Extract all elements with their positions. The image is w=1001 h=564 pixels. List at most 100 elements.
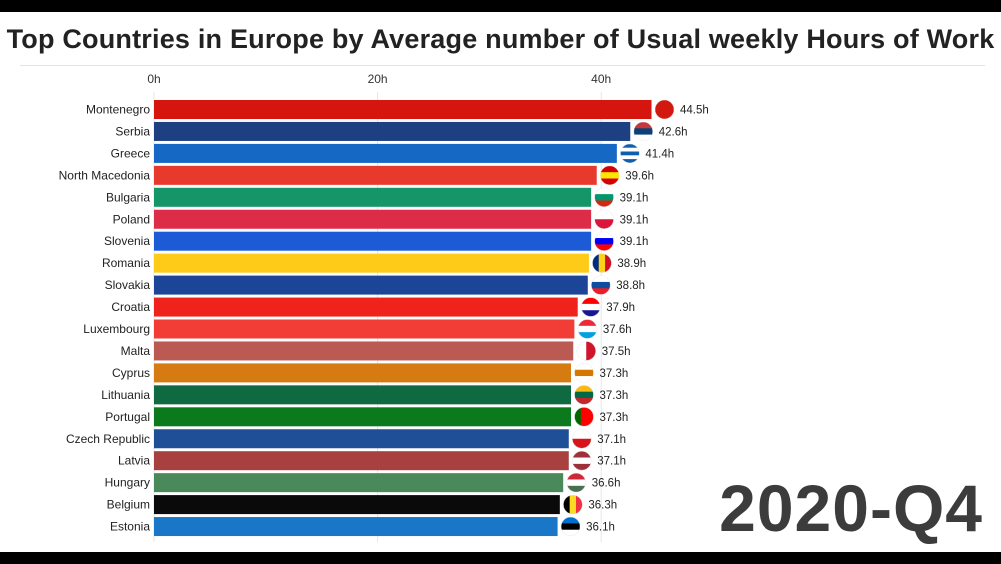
bar-row: Estonia 36.1h: [110, 517, 615, 537]
title-divider: [20, 65, 985, 66]
value-label: 36.3h: [588, 500, 617, 512]
value-label: 41.4h: [645, 148, 674, 160]
value-label: 37.3h: [600, 390, 629, 402]
period-label: 2020-Q4: [719, 471, 983, 545]
flag-icon: [576, 341, 596, 361]
value-label: 38.9h: [617, 258, 646, 270]
category-label: Romania: [102, 256, 150, 270]
flag-icon: [574, 363, 594, 383]
bar: [154, 275, 588, 295]
category-label: Luxembourg: [83, 322, 150, 336]
bar: [154, 495, 560, 515]
flag-icon: [566, 473, 586, 493]
flag-icon: [594, 209, 614, 229]
value-label: 38.8h: [616, 280, 645, 292]
bar: [154, 209, 592, 229]
category-label: Czech Republic: [66, 432, 150, 446]
bar: [154, 253, 589, 273]
bar: [154, 165, 597, 185]
flag-icon: [620, 143, 640, 163]
value-label: 44.5h: [680, 105, 709, 117]
category-label: Cyprus: [112, 366, 150, 380]
value-label: 39.1h: [620, 214, 649, 226]
flag-icon: [594, 231, 614, 251]
value-label: 36.1h: [586, 522, 615, 534]
x-tick-label: 40h: [591, 72, 611, 86]
value-label: 36.6h: [592, 478, 621, 490]
bar-row: Poland 39.1h: [113, 209, 649, 229]
category-label: Malta: [121, 344, 151, 358]
flag-icon: [572, 429, 592, 449]
bar-row: Montenegro 44.5h: [86, 100, 709, 119]
flag-icon: [572, 451, 592, 471]
flag-icon: [574, 385, 594, 405]
category-label: Montenegro: [86, 103, 150, 117]
value-label: 37.3h: [600, 412, 629, 424]
category-label: Slovakia: [105, 278, 151, 292]
bar-row: Belgium 36.3h: [107, 495, 617, 515]
bar-row: Latvia 37.1h: [118, 451, 626, 471]
bar-row: Croatia 37.9h: [111, 297, 635, 317]
flag-icon: [655, 100, 675, 119]
flag-icon: [563, 495, 583, 515]
flag-icon: [574, 407, 594, 427]
category-label: Serbia: [115, 124, 150, 138]
value-label: 37.1h: [597, 456, 626, 468]
flag-icon: [600, 165, 620, 185]
flag-icon: [581, 297, 601, 317]
flag-icon: [592, 253, 612, 273]
category-label: Greece: [111, 146, 151, 160]
bar: [154, 451, 569, 471]
value-label: 39.1h: [620, 192, 649, 204]
value-label: 37.5h: [602, 346, 631, 358]
bar: [154, 341, 574, 361]
bar-row: Bulgaria 39.1h: [106, 187, 649, 207]
flag-icon: [633, 121, 653, 141]
bar: [154, 473, 564, 493]
flag-icon: [561, 517, 581, 537]
bar: [154, 385, 572, 405]
x-tick-label: 0h: [147, 72, 160, 86]
bar: [154, 231, 592, 251]
bar: [154, 143, 617, 163]
value-label: 39.1h: [620, 236, 649, 248]
bar-row: Greece 41.4h: [111, 143, 674, 163]
category-label: Croatia: [111, 300, 150, 314]
bar-chart: 0h 20h 40h Montenegro 44.5h Serbia 42.6h Greece…: [59, 72, 709, 542]
chart-frame: Top Countries in Europe by Average numbe…: [0, 12, 1001, 552]
bar: [154, 363, 572, 383]
x-tick-label: 20h: [368, 72, 388, 86]
category-label: North Macedonia: [59, 168, 151, 182]
bar: [154, 121, 631, 141]
bar: [154, 407, 572, 427]
bar: [154, 297, 578, 317]
bar-row: Lithuania 37.3h: [101, 385, 629, 405]
category-label: Bulgaria: [106, 190, 150, 204]
value-label: 37.1h: [597, 434, 626, 446]
category-label: Lithuania: [101, 388, 150, 402]
bar-row: Romania 38.9h: [102, 253, 646, 273]
category-label: Estonia: [110, 520, 150, 534]
bar-row: Portugal 37.3h: [105, 407, 629, 427]
value-label: 39.6h: [625, 170, 654, 182]
flag-icon: [594, 187, 614, 207]
value-label: 37.9h: [606, 302, 635, 314]
bar: [154, 100, 652, 119]
bar: [154, 517, 558, 537]
category-label: Hungary: [105, 476, 150, 490]
bar-row: Cyprus 37.3h: [112, 363, 629, 383]
category-label: Latvia: [118, 454, 150, 468]
bar-row: North Macedonia 39.6h: [59, 165, 654, 185]
bar: [154, 319, 575, 339]
bar: [154, 429, 569, 449]
category-label: Slovenia: [104, 234, 150, 248]
bar-row: Luxembourg 37.6h: [83, 319, 632, 339]
bar: [154, 187, 592, 207]
flag-icon: [577, 319, 597, 339]
value-label: 37.3h: [600, 368, 629, 380]
value-label: 42.6h: [659, 126, 688, 138]
bar-row: Serbia 42.6h: [115, 121, 688, 141]
chart-title: Top Countries in Europe by Average numbe…: [6, 24, 995, 54]
bar-row: Slovenia 39.1h: [104, 231, 649, 251]
category-label: Portugal: [105, 410, 150, 424]
